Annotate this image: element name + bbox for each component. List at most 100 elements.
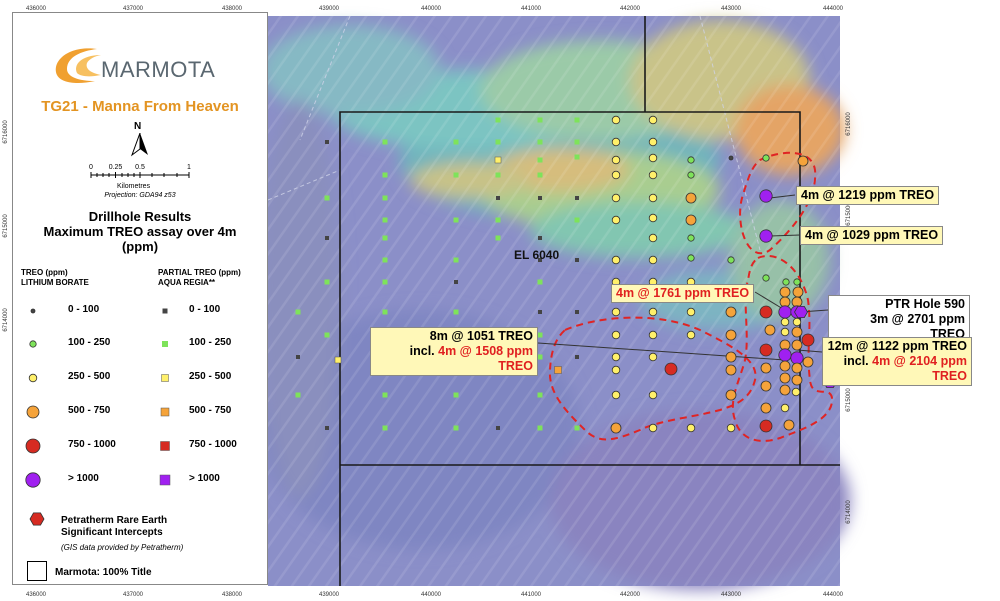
legend-label-ar-0: 0 - 100 [189, 304, 221, 315]
drillhole-aqua-regia [324, 279, 330, 285]
drillhole-aqua-regia [575, 310, 579, 314]
legend-symbol-square [160, 407, 170, 417]
drillhole-aqua-regia [296, 355, 300, 359]
drillhole-lithium-borate [791, 362, 803, 374]
marmota-logo-icon [55, 48, 101, 83]
y-tick-left: 6714000 [3, 308, 9, 332]
x-tick-top: 439000 [319, 6, 340, 12]
drillhole-aqua-regia [537, 172, 543, 178]
drillhole-lithium-borate [725, 351, 737, 363]
legend-panel: MARMOTA TG21 - Manna From Heaven N 0 0.2… [12, 12, 268, 585]
drillhole-lithium-borate [791, 326, 803, 338]
legend-label-ar-5: > 1000 [189, 473, 220, 484]
legend-symbol-square [160, 441, 170, 451]
x-tick-bottom: 438000 [222, 592, 243, 598]
drillhole-aqua-regia [537, 279, 543, 285]
drillhole-lithium-borate [611, 307, 621, 317]
x-tick-top: 441000 [521, 6, 542, 12]
drillhole-aqua-regia [295, 309, 301, 315]
drillhole-aqua-regia [495, 217, 501, 223]
drillhole-aqua-regia [537, 392, 543, 398]
legend-title-area-symbol [27, 561, 47, 581]
drillhole-lithium-borate [648, 255, 658, 265]
x-tick-top: 442000 [620, 6, 641, 12]
drillhole-lithium-borate [725, 306, 737, 318]
drillhole-lithium-borate [687, 171, 695, 179]
drillhole-aqua-regia [574, 117, 580, 123]
drillhole-lithium-borate [791, 374, 803, 386]
projection-note: Projection: GDA94 z53 [104, 192, 176, 199]
drillhole-lithium-borate [780, 403, 790, 413]
callout-prefix: incl. [409, 344, 439, 358]
scale-tick-0: 0 [89, 164, 93, 171]
drillhole-lithium-borate [779, 372, 791, 384]
legend-symbols [25, 308, 171, 526]
drillhole-lithium-borate [648, 115, 658, 125]
legend-title-line: Drillhole Results [88, 209, 192, 224]
y-tick-left: 6716000 [3, 120, 9, 144]
legend-symbol-circle [29, 340, 37, 348]
col1-head-line: TREO (ppm) [21, 268, 68, 277]
drillhole-aqua-regia [496, 426, 500, 430]
legend-title-line: (ppm) [121, 239, 159, 254]
drillhole-lithium-borate [762, 274, 770, 282]
drillhole-lithium-borate [648, 193, 658, 203]
drillhole-lithium-borate [611, 365, 621, 375]
drillhole-lithium-borate [778, 305, 792, 319]
callout-1122: 12m @ 1122 ppm TREO incl. 4m @ 2104 ppm … [822, 337, 972, 386]
drillhole-aqua-regia [575, 196, 579, 200]
drillhole-lithium-borate [759, 343, 773, 357]
callout-prefix: incl. [843, 354, 873, 368]
drillhole-lithium-borate [759, 229, 773, 243]
drillhole-aqua-regia [495, 139, 501, 145]
drillhole-aqua-regia [495, 235, 501, 241]
legend-petratherm-label: Petratherm Rare Earth Significant Interc… [61, 515, 167, 539]
drillhole-aqua-regia [575, 258, 579, 262]
drillhole-lithium-borate [780, 317, 790, 327]
drillhole-lithium-borate [725, 329, 737, 341]
legend-title: Drillhole Results Maximum TREO assay ove… [13, 209, 267, 254]
legend-col1-heading: TREO (ppm) LITHIUM BORATE [21, 268, 89, 288]
drillhole-lithium-borate [686, 307, 696, 317]
drillhole-lithium-borate [611, 390, 621, 400]
callout-text: 4m @ 1219 ppm TREO [801, 188, 935, 202]
drillhole-lithium-borate [797, 155, 809, 167]
legend-label-lb-2: 250 - 500 [68, 371, 111, 382]
drillhole-aqua-regia [382, 257, 388, 263]
drillhole-lithium-borate [648, 170, 658, 180]
drillhole-lithium-borate [727, 256, 735, 264]
drillhole-aqua-regia [382, 172, 388, 178]
drillhole-lithium-borate [792, 286, 804, 298]
legend-symbol-square [159, 474, 171, 486]
drillhole-lithium-borate [611, 352, 621, 362]
drillhole-aqua-regia [574, 139, 580, 145]
drillhole-lithium-borate [793, 278, 801, 286]
drillhole-aqua-regia [574, 154, 580, 160]
legend-label-ar-2: 250 - 500 [189, 371, 232, 382]
drillhole-lithium-borate [759, 189, 773, 203]
x-tick-bottom: 441000 [521, 592, 542, 598]
x-tick-bottom: 439000 [319, 592, 340, 598]
drillhole-aqua-regia [453, 217, 459, 223]
y-tick-right: 6716000 [846, 112, 852, 136]
drillhole-lithium-borate [791, 387, 801, 397]
drillhole-lithium-borate [611, 215, 621, 225]
drillhole-lithium-borate [685, 214, 697, 226]
col1-head-line: LITHIUM BORATE [21, 278, 89, 287]
drillhole-lithium-borate [611, 137, 621, 147]
legend-symbol-circle [25, 438, 41, 454]
callout-leaders [537, 194, 829, 361]
legend-label-ar-1: 100 - 250 [189, 337, 232, 348]
drillhole-lithium-borate [762, 154, 770, 162]
drillhole-aqua-regia [453, 172, 459, 178]
legend-petratherm-icon [29, 512, 45, 526]
y-tick-left: 6715000 [3, 214, 9, 238]
legend-col2-heading: PARTIAL TREO (ppm) AQUA REGIA** [158, 268, 241, 288]
tenement-label: EL 6040 [514, 248, 560, 262]
drillhole-aqua-regia [453, 139, 459, 145]
scale-tick-1: 0.25 [109, 164, 123, 171]
x-axis-top: 436000 437000 438000 439000 440000 441000 4420… [26, 6, 844, 12]
legend-label-lb-1: 100 - 250 [68, 337, 111, 348]
x-tick-bottom: 440000 [421, 592, 442, 598]
drillhole-lithium-borate [648, 233, 658, 243]
